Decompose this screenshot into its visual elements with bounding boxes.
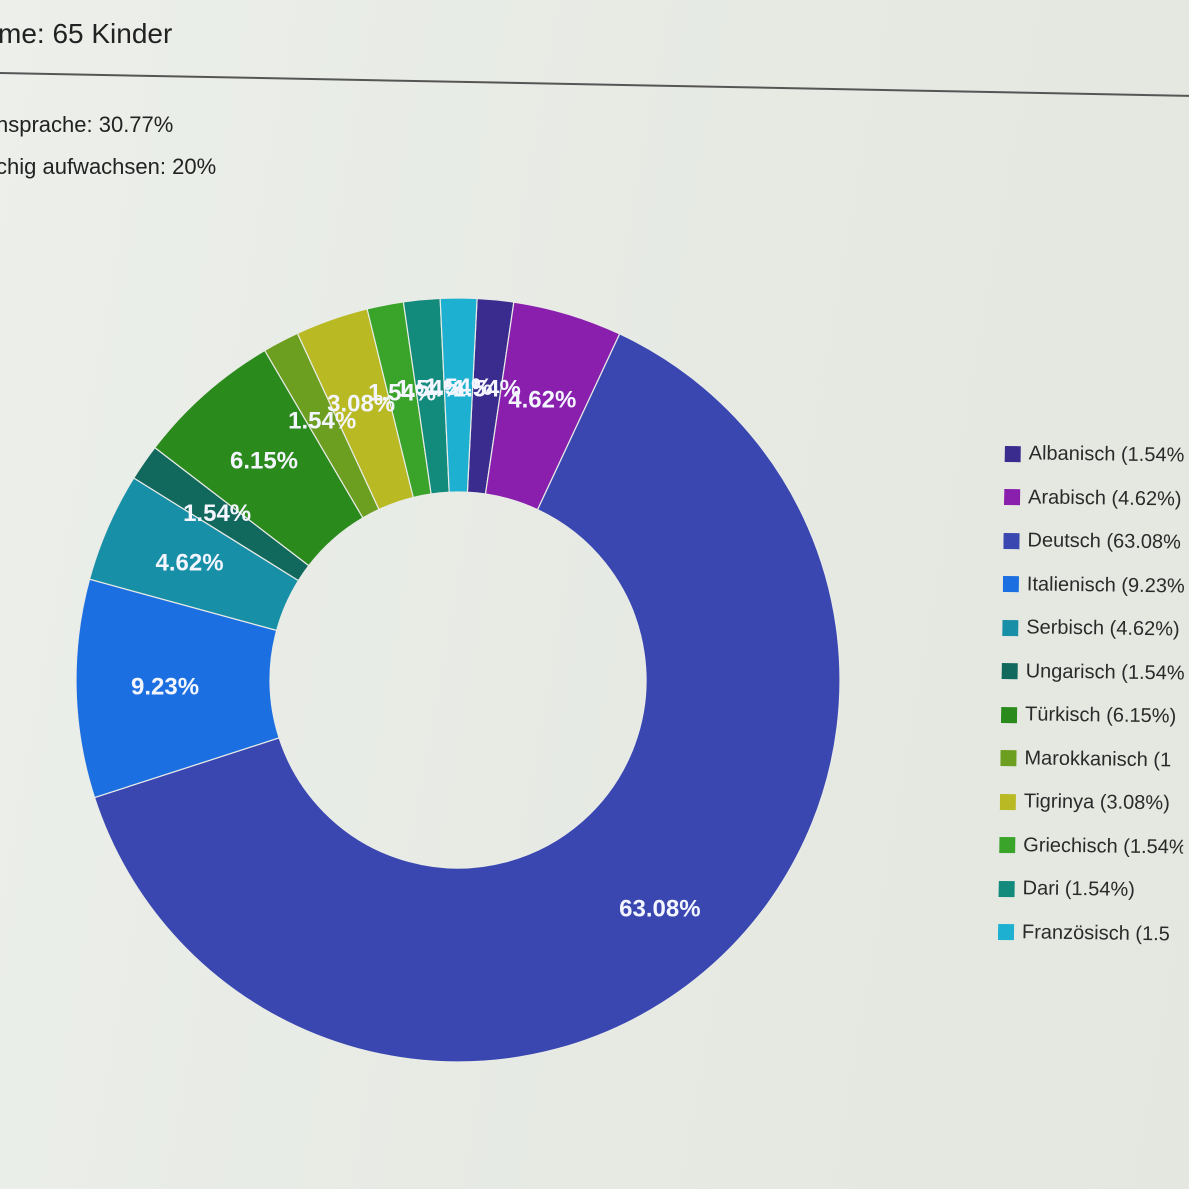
- legend-swatch: [1000, 750, 1017, 767]
- legend-item-türkisch[interactable]: Türkisch (6.15%): [1000, 693, 1186, 739]
- slice-label-französisch: 1.54%: [424, 374, 492, 401]
- slice-label-dari: 1.54%: [396, 375, 464, 402]
- legend-item-arabisch[interactable]: Arabisch (4.62%): [1003, 475, 1189, 521]
- slice-label-albanisch: 1.54%: [453, 375, 521, 402]
- chart-legend: Albanisch (1.54% Arabisch (4.62%) Deutsch …: [997, 432, 1189, 957]
- legend-label: Italienisch (9.23%: [1026, 573, 1185, 598]
- legend-item-griechisch[interactable]: Griechisch (1.54%: [999, 823, 1187, 869]
- legend-item-serbisch[interactable]: Serbisch (4.62%): [1002, 606, 1187, 652]
- legend-item-albanisch[interactable]: Albanisch (1.54%: [1004, 432, 1189, 478]
- slice-label-italienisch: 9.23%: [131, 674, 199, 701]
- legend-label: Arabisch (4.62%): [1027, 486, 1182, 511]
- legend-swatch: [1003, 489, 1021, 506]
- donut-labels: 1.54%4.62%63.08%9.23%4.62%1.54%6.15%1.54…: [131, 374, 701, 923]
- legend-label: Ungarisch (1.54%: [1025, 660, 1185, 685]
- legend-label: Französisch (1.5: [1021, 921, 1171, 946]
- legend-item-tigrinya[interactable]: Tigrinya (3.08%): [999, 780, 1185, 826]
- legend-item-dari[interactable]: Dari (1.54%): [998, 867, 1183, 913]
- donut-slice-französisch[interactable]: [439, 297, 478, 493]
- slice-label-türkisch: 6.15%: [230, 447, 298, 474]
- legend-item-italienisch[interactable]: Italienisch (9.23%: [1002, 562, 1188, 608]
- donut-slices: [75, 297, 841, 1063]
- legend-label: Tigrinya (3.08%): [1023, 790, 1170, 815]
- legend-swatch: [1001, 663, 1018, 680]
- total-children-label: me: 65 Kinder: [0, 18, 173, 49]
- legend-label: Dari (1.54%): [1022, 877, 1136, 902]
- legend-item-deutsch[interactable]: Deutsch (63.08%: [1003, 519, 1188, 565]
- legend-swatch: [1000, 706, 1018, 723]
- legend-item-französisch[interactable]: Französisch (1.5: [997, 910, 1183, 956]
- legend-label: Albanisch (1.54%: [1028, 442, 1185, 467]
- slice-label-marokkanisch: 1.54%: [288, 407, 356, 434]
- slice-label-serbisch: 4.62%: [156, 550, 224, 577]
- slice-label-tigrinya: 3.08%: [327, 390, 395, 417]
- legend-swatch: [1004, 445, 1021, 462]
- language-donut-chart: 1.54%4.62%63.08%9.23%4.62%1.54%6.15%1.54…: [75, 297, 841, 1063]
- legend-swatch: [998, 880, 1015, 897]
- legend-label: Türkisch (6.15%): [1024, 703, 1177, 728]
- legend-item-marokkanisch[interactable]: Marokkanisch (1: [1000, 736, 1185, 782]
- stat-first-language: nsprache: 30.77%: [0, 112, 174, 137]
- slice-label-ungarisch: 1.54%: [183, 500, 251, 527]
- legend-swatch: [999, 793, 1016, 810]
- slice-label-deutsch: 63.08%: [619, 896, 700, 923]
- donut-slice-deutsch[interactable]: [93, 333, 841, 1063]
- legend-item-ungarisch[interactable]: Ungarisch (1.54%: [1001, 649, 1186, 695]
- legend-swatch: [1002, 576, 1019, 593]
- slice-label-arabisch: 4.62%: [508, 386, 576, 413]
- stat-multilingual: chig aufwachsen: 20%: [0, 154, 217, 179]
- legend-swatch: [997, 924, 1015, 941]
- slice-label-griechisch: 1.54%: [368, 379, 436, 406]
- legend-label: Deutsch (63.08%: [1027, 529, 1182, 554]
- legend-swatch: [1003, 532, 1020, 549]
- legend-label: Griechisch (1.54%: [1023, 834, 1187, 859]
- legend-label: Serbisch (4.62%): [1026, 616, 1180, 641]
- legend-label: Marokkanisch (1: [1024, 747, 1172, 772]
- legend-swatch: [1002, 619, 1019, 636]
- legend-swatch: [999, 837, 1016, 854]
